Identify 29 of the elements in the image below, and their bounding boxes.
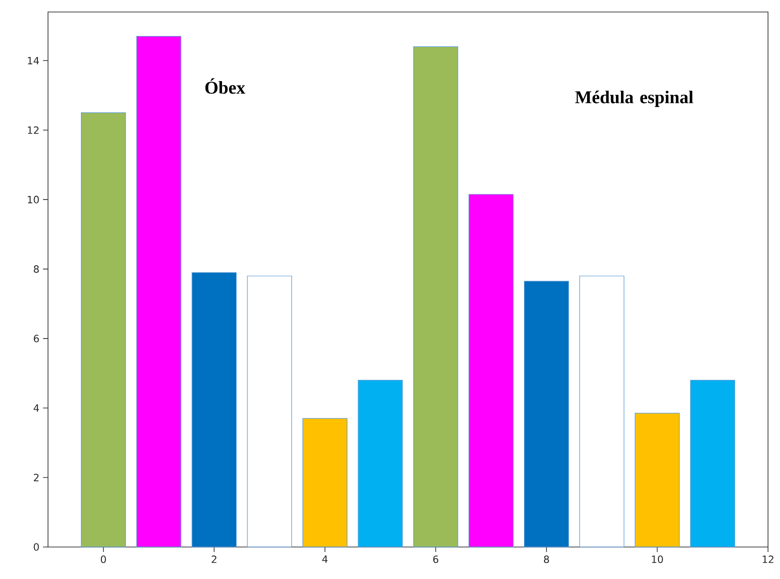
bar [80,112,126,548]
bar [579,276,624,548]
y-tick-label: 14 [28,56,39,64]
y-tick-label: 0 [34,543,39,551]
bar [634,412,680,548]
annotation: Médula espinal [575,90,694,107]
bar [524,280,569,548]
bar [247,276,292,548]
x-tick-label: 0 [100,555,106,564]
bar [192,272,237,548]
y-tick-label: 12 [28,126,38,134]
bar [302,418,348,548]
x-tick-label: 4 [322,556,328,563]
x-tick-label: 12 [762,555,774,563]
bar [136,36,182,548]
bar [468,194,514,548]
bar [690,380,736,548]
y-tick-label: 8 [34,265,39,273]
x-tick-label: 2 [212,555,216,563]
annotation: Óbex [205,78,246,94]
y-tick-label: 2 [34,474,38,482]
y-tick-label: 10 [28,196,39,204]
bar [358,380,403,548]
x-tick-label: 8 [544,555,549,564]
bar [413,46,458,548]
y-tick-label: 6 [34,334,39,342]
x-tick-label: 6 [433,555,438,564]
y-tick-label: 4 [34,404,39,412]
x-tick-label: 10 [652,555,663,564]
